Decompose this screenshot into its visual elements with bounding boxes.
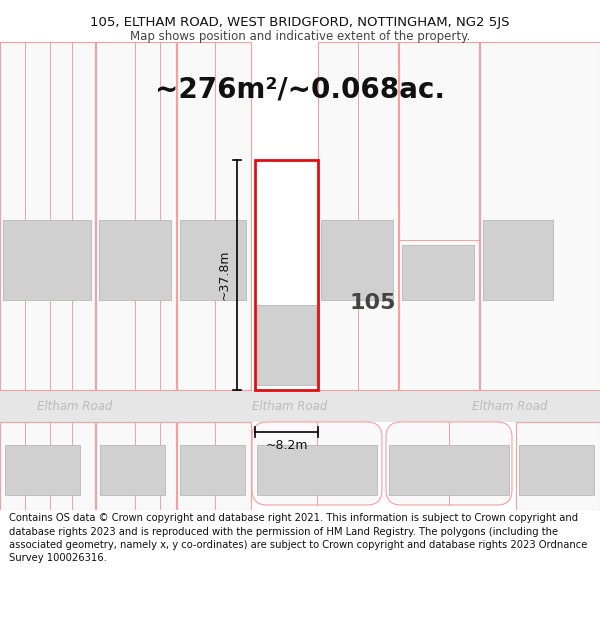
- Text: Eltham Road: Eltham Road: [253, 399, 328, 412]
- FancyBboxPatch shape: [386, 422, 512, 505]
- Bar: [321, 220, 393, 300]
- Bar: [255, 160, 318, 390]
- Bar: [96, 422, 176, 510]
- Text: ~8.2m: ~8.2m: [265, 439, 308, 452]
- Bar: [0, 422, 95, 510]
- Bar: [177, 42, 251, 390]
- Bar: [483, 220, 553, 300]
- Text: Contains OS data © Crown copyright and database right 2021. This information is : Contains OS data © Crown copyright and d…: [9, 514, 587, 563]
- Text: 105, ELTHAM ROAD, WEST BRIDGFORD, NOTTINGHAM, NG2 5JS: 105, ELTHAM ROAD, WEST BRIDGFORD, NOTTIN…: [90, 16, 510, 29]
- Bar: [519, 445, 594, 495]
- Bar: [5, 445, 80, 495]
- Text: Eltham Road: Eltham Road: [37, 399, 113, 412]
- Text: 105: 105: [350, 292, 396, 312]
- Bar: [0, 390, 600, 422]
- Bar: [516, 422, 600, 510]
- Text: Eltham Road: Eltham Road: [472, 399, 548, 412]
- Text: Map shows position and indicative extent of the property.: Map shows position and indicative extent…: [130, 30, 470, 43]
- Bar: [402, 245, 474, 300]
- Bar: [96, 42, 176, 390]
- Bar: [257, 445, 377, 495]
- Bar: [177, 422, 251, 510]
- Bar: [0, 42, 95, 390]
- Bar: [3, 220, 91, 300]
- Bar: [257, 305, 316, 385]
- Bar: [480, 42, 600, 390]
- Bar: [100, 445, 165, 495]
- Bar: [318, 42, 398, 390]
- Bar: [99, 220, 171, 300]
- Text: ~276m²/~0.068ac.: ~276m²/~0.068ac.: [155, 76, 445, 104]
- Bar: [389, 445, 509, 495]
- Bar: [180, 220, 246, 300]
- FancyBboxPatch shape: [252, 422, 382, 505]
- Bar: [180, 445, 245, 495]
- Bar: [399, 42, 479, 390]
- Text: ~37.8m: ~37.8m: [218, 250, 231, 300]
